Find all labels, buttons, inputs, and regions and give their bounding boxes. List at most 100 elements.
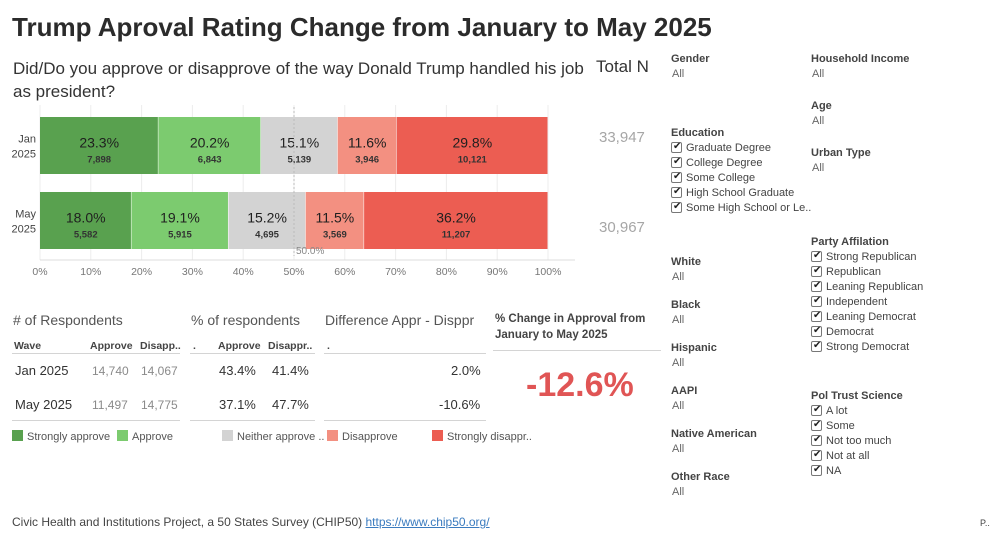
source-text: Civic Health and Institutions Project, a… <box>12 515 363 529</box>
checkbox-checked-icon[interactable] <box>671 140 682 154</box>
legend-strongly-disapprove[interactable]: Strongly disappr.. <box>432 430 532 443</box>
x-tick-label: 80% <box>436 266 457 278</box>
bar-value-label: 19.1% <box>160 210 200 226</box>
filter-aapi-label: AAPI <box>671 385 698 397</box>
education-option[interactable]: High School Graduate <box>671 185 795 200</box>
checkbox-checked-icon[interactable] <box>671 200 682 214</box>
filter-other-race-dropdown[interactable]: All <box>672 486 685 498</box>
checkbox-checked-icon[interactable] <box>811 403 822 417</box>
trust-option-label: Not too much <box>826 435 892 447</box>
education-option[interactable]: Graduate Degree <box>671 140 771 155</box>
filter-aapi-dropdown[interactable]: All <box>672 400 685 412</box>
party-option[interactable]: Independent <box>811 294 888 309</box>
checkbox-checked-icon[interactable] <box>671 185 682 199</box>
party-option[interactable]: Leaning Democrat <box>811 309 916 324</box>
bar-count-label: 7,898 <box>87 155 111 166</box>
percent-approve-may: 37.1% <box>219 397 256 412</box>
party-option[interactable]: Republican <box>811 264 881 279</box>
legend-swatch <box>117 430 128 441</box>
legend-label: Neither approve .. <box>237 431 325 443</box>
bar-count-label: 5,915 <box>168 230 192 241</box>
bar-value-label: 20.2% <box>190 135 230 151</box>
legend-disapprove[interactable]: Disapprove <box>327 430 398 443</box>
bar-segment <box>260 117 338 174</box>
education-option-label: Some College <box>686 172 756 184</box>
checkbox-checked-icon[interactable] <box>811 418 822 432</box>
table-divider <box>12 353 180 354</box>
education-option[interactable]: College Degree <box>671 155 762 170</box>
bar-value-label: 29.8% <box>452 135 492 151</box>
trust-option[interactable]: NA <box>811 463 841 478</box>
education-option-label: High School Graduate <box>686 187 795 199</box>
trust-option[interactable]: Not at all <box>811 448 869 463</box>
row-label: May <box>15 209 36 221</box>
party-option[interactable]: Strong Republican <box>811 249 917 264</box>
trust-option[interactable]: Some <box>811 418 855 433</box>
bar-value-label: 15.2% <box>247 210 287 226</box>
filter-hispanic-dropdown[interactable]: All <box>672 357 685 369</box>
filter-native-dropdown[interactable]: All <box>672 443 685 455</box>
education-option[interactable]: Some High School or Le.. <box>671 200 811 215</box>
trust-option[interactable]: A lot <box>811 403 847 418</box>
checkbox-checked-icon[interactable] <box>671 170 682 184</box>
col-header-disapprove: Disapp.. <box>140 340 181 352</box>
bar-segment <box>40 117 158 174</box>
total-n-may: 30,967 <box>599 219 645 236</box>
checkbox-checked-icon[interactable] <box>811 339 822 353</box>
x-tick-label: 100% <box>535 266 562 278</box>
row-label: Jan <box>18 134 36 146</box>
checkbox-checked-icon[interactable] <box>811 309 822 323</box>
x-tick-label: 0% <box>32 266 47 278</box>
x-tick-label: 50% <box>283 266 304 278</box>
filter-urban-dropdown[interactable]: All <box>812 162 825 174</box>
difference-table-title: Difference Appr - Disppr <box>325 312 475 328</box>
difference-jan: 2.0% <box>451 363 481 378</box>
respondents-table-title: # of Respondents <box>13 312 123 328</box>
percent-approve-jan: 43.4% <box>219 363 256 378</box>
checkbox-checked-icon[interactable] <box>811 463 822 477</box>
legend-strongly-approve[interactable]: Strongly approve <box>12 430 110 443</box>
filter-age-dropdown[interactable]: All <box>812 115 825 127</box>
col-header-dot: . <box>193 340 196 352</box>
col-header-difference: . <box>327 340 330 352</box>
table-divider <box>190 420 315 421</box>
kpi-divider <box>493 350 661 351</box>
x-tick-label: 10% <box>80 266 101 278</box>
filter-gender-label: Gender <box>671 53 710 65</box>
legend-approve[interactable]: Approve <box>117 430 173 443</box>
checkbox-checked-icon[interactable] <box>811 249 822 263</box>
filter-white-dropdown[interactable]: All <box>672 271 685 283</box>
party-option-label: Independent <box>826 296 888 308</box>
checkbox-checked-icon[interactable] <box>811 264 822 278</box>
bar-value-label: 23.3% <box>79 135 119 151</box>
table-divider <box>12 420 180 421</box>
filter-white-label: White <box>671 256 701 268</box>
education-option[interactable]: Some College <box>671 170 756 185</box>
trust-option[interactable]: Not too much <box>811 433 892 448</box>
legend-neither[interactable]: Neither approve .. <box>222 430 324 443</box>
total-n-header: Total N <box>596 57 649 76</box>
bar-segment <box>40 192 131 249</box>
source-link[interactable]: https://www.chip50.org/ <box>365 515 490 529</box>
bar-segment <box>305 192 364 249</box>
percent-disapprove-jan: 41.4% <box>272 363 309 378</box>
filter-income-dropdown[interactable]: All <box>812 68 825 80</box>
x-tick-label: 40% <box>233 266 254 278</box>
filter-black-dropdown[interactable]: All <box>672 314 685 326</box>
checkbox-checked-icon[interactable] <box>811 324 822 338</box>
checkbox-checked-icon[interactable] <box>811 279 822 293</box>
legend-label: Strongly approve <box>27 431 111 443</box>
party-option[interactable]: Strong Democrat <box>811 339 909 354</box>
filter-urban-label: Urban Type <box>811 147 871 159</box>
checkbox-checked-icon[interactable] <box>811 448 822 462</box>
checkbox-checked-icon[interactable] <box>811 294 822 308</box>
party-option[interactable]: Leaning Republican <box>811 279 923 294</box>
filter-gender-dropdown[interactable]: All <box>672 68 685 80</box>
checkbox-checked-icon[interactable] <box>671 155 682 169</box>
legend-swatch <box>432 430 443 441</box>
party-option[interactable]: Democrat <box>811 324 874 339</box>
checkbox-checked-icon[interactable] <box>811 433 822 447</box>
bar-segment <box>364 192 548 249</box>
respondents-disapprove-jan: 14,067 <box>141 364 178 378</box>
percent-table-title: % of respondents <box>191 312 300 328</box>
